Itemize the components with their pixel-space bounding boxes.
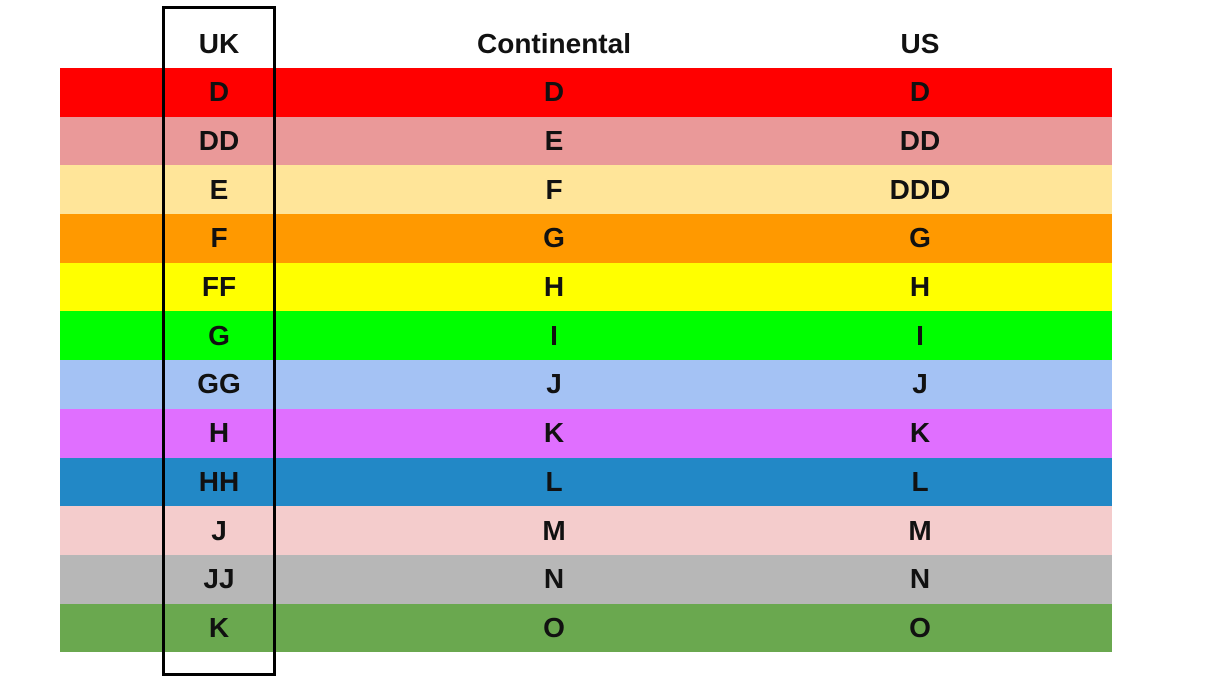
cell-uk: FF <box>201 271 237 303</box>
table-row: GG J J <box>60 360 1112 409</box>
cell-us: K <box>909 417 931 449</box>
header-continental: Continental <box>477 28 631 59</box>
cell-uk: D <box>208 76 230 108</box>
cell-continental: M <box>542 514 566 546</box>
cell-us: DD <box>899 125 941 157</box>
table-row: E F DDD <box>60 165 1112 215</box>
cell-us: O <box>909 611 931 643</box>
cell-us: L <box>911 465 929 497</box>
cell-us: M <box>908 514 932 546</box>
cell-us: H <box>909 271 931 303</box>
cell-us: I <box>916 319 924 351</box>
cell-us: D <box>909 76 931 108</box>
cell-uk: HH <box>198 465 240 497</box>
header-us: US <box>900 28 940 59</box>
cell-uk: E <box>209 173 229 205</box>
cell-uk: K <box>208 611 230 643</box>
cell-us: J <box>912 368 928 400</box>
header-uk: UK <box>198 28 240 59</box>
size-table-body: D D D DD E DD E F DDD F G G FF H H G I I GG J J H K K HH L L J M M JJ N… <box>60 68 1112 653</box>
cell-continental: N <box>543 563 565 595</box>
cell-uk: F <box>210 222 228 254</box>
cell-us: N <box>909 563 931 595</box>
cell-continental: O <box>543 611 565 643</box>
cell-continental: E <box>544 125 564 157</box>
cell-continental: L <box>545 465 563 497</box>
cell-continental: D <box>543 76 565 108</box>
cell-uk: GG <box>197 368 241 400</box>
table-row: HH L L <box>60 457 1112 507</box>
cell-continental: I <box>550 319 558 351</box>
cell-uk: G <box>208 319 230 351</box>
cell-continental: F <box>545 173 563 205</box>
cell-continental: G <box>543 222 565 254</box>
table-row: FF H H <box>60 262 1112 312</box>
table-row: JJ N N <box>60 554 1112 604</box>
table-row: DD E DD <box>60 116 1112 166</box>
cell-us: G <box>909 222 931 254</box>
cell-continental: K <box>543 417 565 449</box>
cell-uk: J <box>211 514 227 546</box>
cell-continental: H <box>543 271 565 303</box>
table-header: UK Continental US <box>60 20 1112 68</box>
cell-uk: JJ <box>203 563 235 595</box>
cell-uk: H <box>208 417 230 449</box>
cell-us: DDD <box>889 173 951 205</box>
cell-uk: DD <box>198 125 240 157</box>
cell-continental: J <box>546 368 562 400</box>
